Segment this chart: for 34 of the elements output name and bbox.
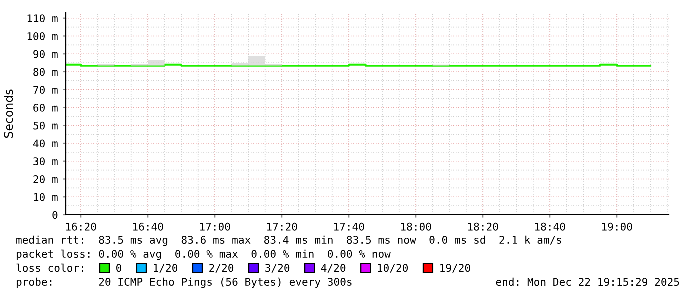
x-tick-label: 19:00 xyxy=(602,222,632,231)
legend-label: 0 xyxy=(116,264,122,272)
y-tick-label: 90 m xyxy=(34,50,58,58)
y-tick-label: 30 m xyxy=(34,158,58,166)
y-tick-label: 50 m xyxy=(34,122,58,130)
y-tick-label: 70 m xyxy=(34,86,58,94)
legend-label: 3/20 xyxy=(266,264,290,273)
y-tick-label: 100 m xyxy=(28,32,58,40)
y-tick-label: 40 m xyxy=(33,140,58,148)
legend-label: 19/20 xyxy=(440,264,470,273)
legend-label: 1/20 xyxy=(154,264,178,273)
text: median rtt: 83.5 ms avg 83.6 ms max 83.4 ms min 83.5 ms now 0.0 ms sd 2.1 k am/s xyxy=(16,236,562,246)
legend-label: 10/20 xyxy=(378,264,408,273)
legend-title: loss color: xyxy=(16,264,84,272)
text: probe: 20 ICMP Echo Pings (56 Bytes) every 300s xyxy=(16,278,352,288)
x-tick-label: 16:40 xyxy=(133,222,164,231)
y-tick-label: 60 m xyxy=(34,104,58,112)
x-tick-label: 17:00 xyxy=(200,222,230,231)
y-tick-label: 20 m xyxy=(34,175,58,184)
x-tick-label: 18:20 xyxy=(468,222,498,231)
y-tick-label: 10 m xyxy=(34,193,58,202)
y-tick-label: 110 m xyxy=(28,14,58,23)
y-axis-title: Seconds xyxy=(4,90,14,138)
text: end: Mon Dec 22 19:15:29 2025 xyxy=(496,278,680,286)
legend-label: 2/20 xyxy=(210,264,234,273)
x-tick-label: 18:40 xyxy=(535,222,566,231)
x-tick-label: 17:20 xyxy=(267,222,298,231)
x-tick-label: 18:00 xyxy=(401,222,432,231)
x-tick-label: 17:40 xyxy=(334,222,364,231)
y-tick-label: 0 xyxy=(52,211,58,220)
legend-label: 4/20 xyxy=(321,264,346,273)
y-tick-label: 80 m xyxy=(34,68,58,76)
text: packet loss: 0.00 % avg 0.00 % max 0.00 % min 0.00 % now xyxy=(16,250,391,260)
x-tick-label: 16:20 xyxy=(66,222,96,231)
